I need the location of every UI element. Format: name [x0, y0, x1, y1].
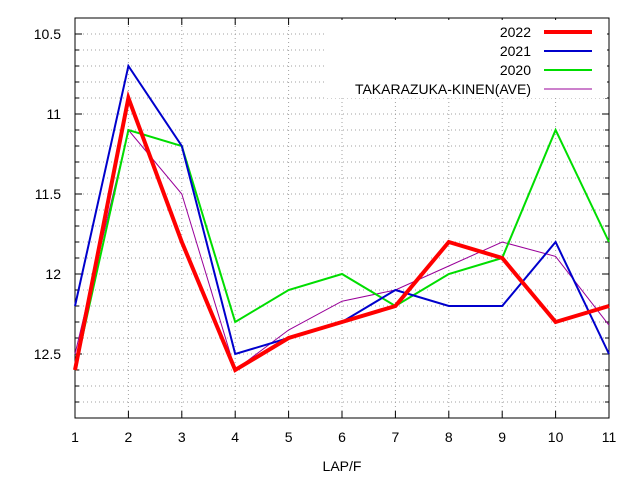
series-line-2020 [74, 127, 610, 371]
x-tick-label: 3 [178, 429, 186, 445]
grid [75, 18, 609, 418]
y-tick-label: 11.5 [35, 186, 61, 202]
x-tick-label: 8 [445, 429, 453, 445]
legend-label: 2020 [500, 62, 531, 78]
x-tick-label: 5 [285, 429, 293, 445]
x-tick-label: 7 [392, 429, 400, 445]
series-line-takarazuka-kinen-ave [74, 128, 610, 371]
x-tick-label: 1 [71, 429, 79, 445]
y-tick-label: 10.5 [34, 26, 61, 42]
series-line-2022 [73, 90, 610, 373]
legend-label: 2022 [500, 24, 531, 40]
legend-label: 2021 [500, 43, 531, 59]
legend-label: TAKARAZUKA-KINEN(AVE) [355, 81, 531, 97]
x-axis-title: LAP/F [323, 458, 362, 474]
legend: 2022 2021 2020 TAKARAZUKA-KINEN(AVE) [326, 20, 607, 98]
x-tick-label: 10 [548, 429, 564, 445]
series-lines [73, 63, 610, 373]
x-tick-label: 9 [498, 429, 506, 445]
y-tick-label: 12.5 [34, 346, 61, 362]
x-tick-label: 4 [231, 429, 239, 445]
x-tick-label: 11 [602, 429, 617, 445]
y-tick-label: 11 [46, 106, 61, 122]
x-tick-label: 2 [125, 429, 133, 445]
y-tick-label: 12 [45, 266, 61, 282]
x-tick-label: 6 [338, 429, 346, 445]
